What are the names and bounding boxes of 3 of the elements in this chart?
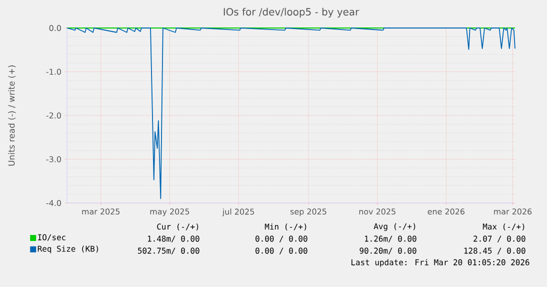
y-axis-title: Units read (-) / write (+) xyxy=(8,65,16,166)
chart-title: IOs for /dev/loop5 - by year xyxy=(224,8,360,18)
line-series xyxy=(66,28,516,200)
